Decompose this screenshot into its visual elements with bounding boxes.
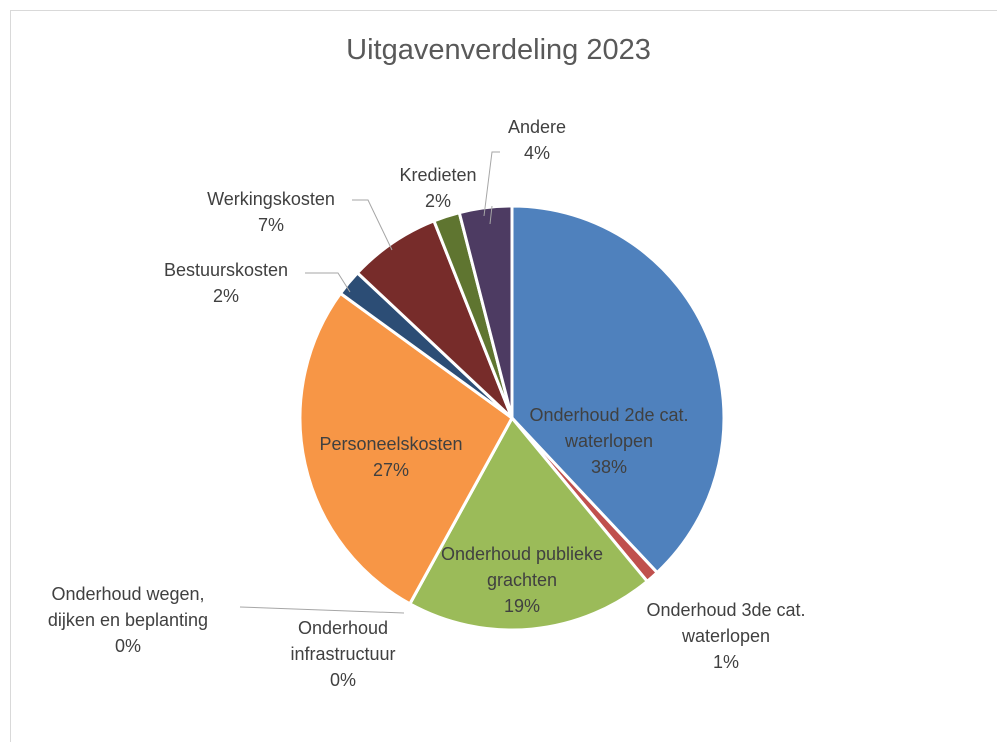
category-label: Onderhoud infrastructuur [290,618,396,664]
category-label: Onderhoud 2de cat. waterlopen [529,405,689,451]
data-label: Onderhoud wegen, dijken en beplanting 0% [28,581,228,659]
category-label: Kredieten [399,165,477,185]
value-label: 0% [114,636,141,656]
leader-line [483,151,500,217]
data-label: Onderhoud publieke grachten 19% [427,541,617,619]
data-label: Andere 4% [477,114,597,166]
value-label: 2% [424,191,451,211]
value-label: 1% [712,652,739,672]
category-label: Andere [507,117,567,137]
category-label: Bestuurskosten [163,260,289,280]
data-label: Onderhoud infrastructuur 0% [263,615,423,693]
value-label: 4% [523,143,550,163]
data-label: Bestuurskosten 2% [136,257,316,309]
data-label: Personeelskosten 27% [296,431,486,483]
chart-title: Uitgavenverdeling 2023 [346,34,651,66]
category-label: Onderhoud wegen, dijken en beplanting [47,584,209,630]
category-label: Onderhoud 3de cat. waterlopen [646,600,806,646]
category-label: Onderhoud publieke grachten [440,544,604,590]
category-label: Werkingskosten [207,189,335,209]
value-label: 38% [590,457,628,477]
data-label: Kredieten 2% [378,162,498,214]
category-label: Personeelskosten [319,434,463,454]
value-label: 19% [503,596,541,616]
data-label: Werkingskosten 7% [181,186,361,238]
data-label: Onderhoud 3de cat. waterlopen 1% [636,597,816,675]
leader-line [489,205,493,225]
leader-line [305,272,351,293]
pie-slice [510,204,726,575]
leader-line [352,199,393,251]
value-label: 0% [329,670,356,690]
chart-frame [10,10,997,742]
value-label: 2% [212,286,239,306]
leader-line [239,606,405,614]
value-label: 7% [257,215,284,235]
value-label: 27% [372,460,410,480]
data-label: Onderhoud 2de cat. waterlopen 38% [509,402,709,480]
pie-slice [298,291,514,606]
pie-slice [407,415,650,632]
